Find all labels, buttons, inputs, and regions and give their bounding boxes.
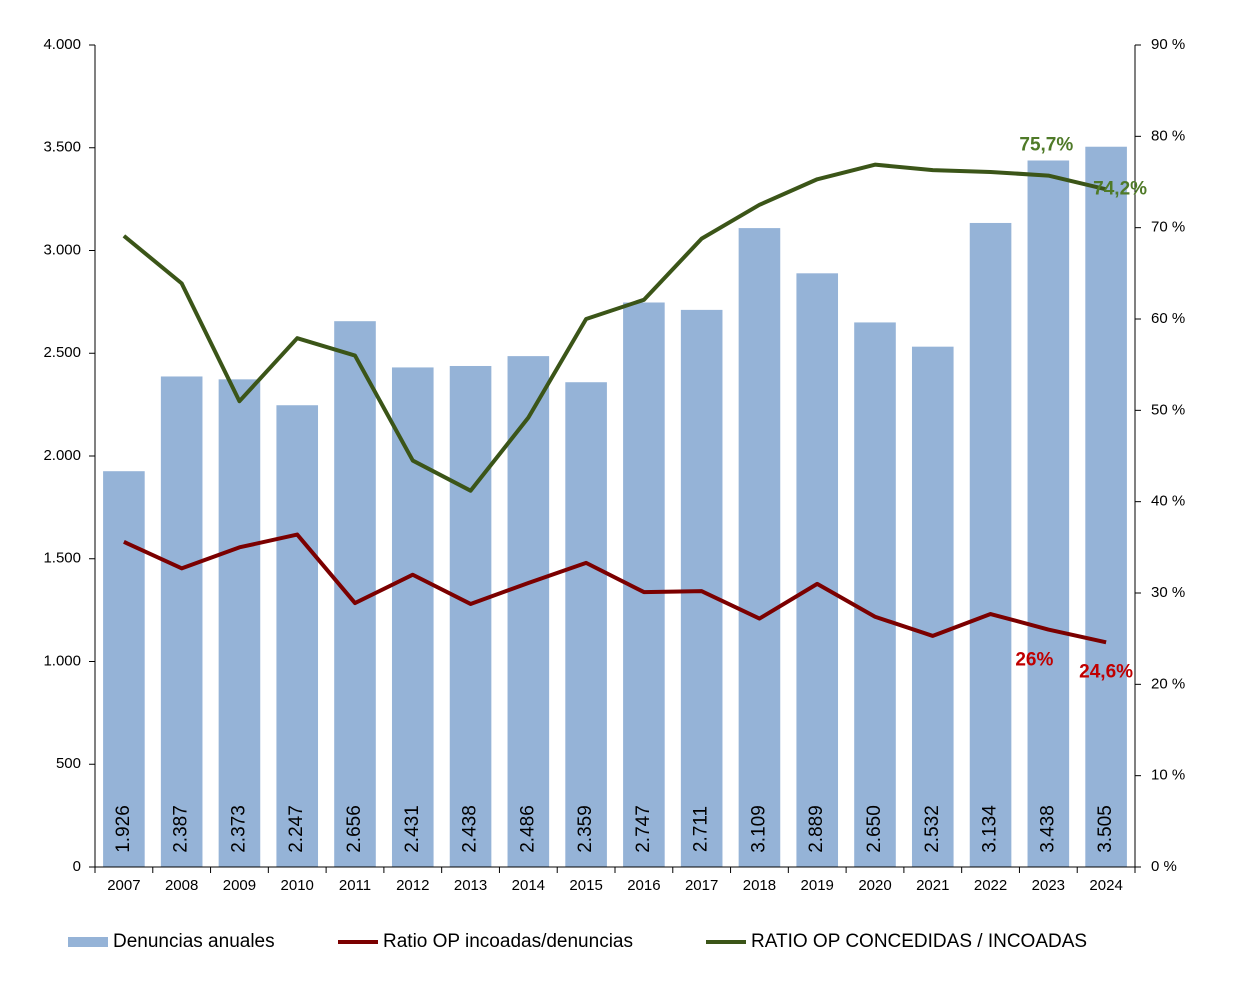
- data-label: 74,2%: [1093, 178, 1147, 199]
- y-tick-label: 3.500: [43, 139, 81, 156]
- x-tick-label: 2009: [223, 877, 256, 894]
- x-tick-label: 2018: [743, 877, 776, 894]
- bar-value-label: 2.387: [171, 805, 192, 853]
- bar: [507, 356, 550, 867]
- bar-value-label: 2.373: [228, 805, 249, 853]
- bar: [738, 228, 781, 868]
- bar: [103, 471, 145, 867]
- bar-value-label: 2.247: [286, 805, 307, 853]
- bar: [854, 322, 896, 867]
- bar: [1027, 160, 1070, 868]
- legend-label: RATIO OP CONCEDIDAS / INCOADAS: [751, 931, 1087, 952]
- y2-tick-label: 50 %: [1151, 401, 1185, 418]
- bar-value-label: 2.359: [575, 805, 596, 853]
- bar: [680, 309, 723, 867]
- bar-value-label: 3.505: [1095, 805, 1116, 853]
- bar-value-label: 2.532: [922, 805, 943, 853]
- data-label: 26%: [1015, 650, 1053, 671]
- bar-value-label: 2.431: [402, 805, 423, 853]
- x-tick-label: 2012: [396, 877, 429, 894]
- x-tick-label: 2015: [569, 877, 602, 894]
- bar: [911, 346, 954, 867]
- bar: [449, 365, 492, 867]
- y-tick-label: 3.000: [43, 241, 81, 258]
- y2-tick-label: 10 %: [1151, 767, 1185, 784]
- y-tick-label: 2.000: [43, 447, 81, 464]
- bar-value-label: 2.438: [460, 805, 481, 853]
- bar: [969, 222, 1012, 867]
- y-tick-label: 1.000: [43, 652, 81, 669]
- bar-value-label: 3.109: [748, 805, 769, 853]
- y-tick-label: 500: [56, 755, 81, 772]
- x-tick-label: 2024: [1089, 877, 1122, 894]
- x-tick-label: 2008: [165, 877, 198, 894]
- x-tick-label: 2019: [801, 877, 834, 894]
- y-tick-label: 0: [73, 858, 81, 875]
- bar-value-label: 1.926: [113, 805, 134, 853]
- x-tick-label: 2011: [339, 877, 371, 894]
- y2-tick-label: 0 %: [1151, 858, 1177, 875]
- x-tick-label: 2007: [107, 877, 140, 894]
- y2-tick-label: 20 %: [1151, 675, 1185, 692]
- x-tick-label: 2021: [916, 877, 949, 894]
- y2-tick-label: 60 %: [1151, 310, 1185, 327]
- data-label: 75,7%: [1019, 135, 1073, 156]
- y-tick-label: 1.500: [43, 550, 81, 567]
- bar: [276, 405, 319, 867]
- x-tick-label: 2022: [974, 877, 1007, 894]
- y2-tick-label: 40 %: [1151, 493, 1185, 510]
- bar-value-label: 2.711: [691, 806, 712, 852]
- bar-value-label: 2.650: [864, 805, 885, 853]
- data-label: 24,6%: [1079, 661, 1133, 682]
- x-tick-label: 2010: [281, 877, 314, 894]
- bar: [565, 382, 607, 867]
- bar: [796, 273, 839, 867]
- bar-value-label: 2.656: [344, 805, 365, 853]
- bar-value-label: 2.747: [633, 805, 654, 853]
- x-tick-label: 2014: [512, 877, 545, 894]
- legend-label: Denuncias anuales: [113, 931, 275, 952]
- y2-tick-label: 70 %: [1151, 219, 1185, 236]
- bar: [160, 376, 203, 867]
- bar: [218, 379, 261, 867]
- bar-value-label: 2.889: [806, 805, 827, 853]
- line: [122, 162, 1107, 493]
- x-tick-label: 2020: [858, 877, 891, 894]
- bar-value-label: 2.486: [517, 805, 538, 853]
- bar: [391, 367, 434, 867]
- bar-value-label: 3.438: [1037, 805, 1058, 853]
- x-tick-label: 2016: [627, 877, 660, 894]
- y2-tick-label: 80 %: [1151, 127, 1185, 144]
- bar-value-label: 3.134: [980, 805, 1001, 853]
- legend-swatch: [68, 937, 108, 947]
- y-tick-label: 4.000: [43, 36, 81, 53]
- bar: [1085, 146, 1127, 867]
- y2-tick-label: 90 %: [1151, 36, 1185, 53]
- x-tick-label: 2023: [1032, 877, 1065, 894]
- y-tick-label: 2.500: [43, 344, 81, 361]
- legend-label: Ratio OP incoadas/denuncias: [383, 931, 633, 952]
- x-tick-label: 2017: [685, 877, 718, 894]
- y2-tick-label: 30 %: [1151, 584, 1185, 601]
- x-tick-label: 2013: [454, 877, 487, 894]
- line: [123, 532, 1107, 645]
